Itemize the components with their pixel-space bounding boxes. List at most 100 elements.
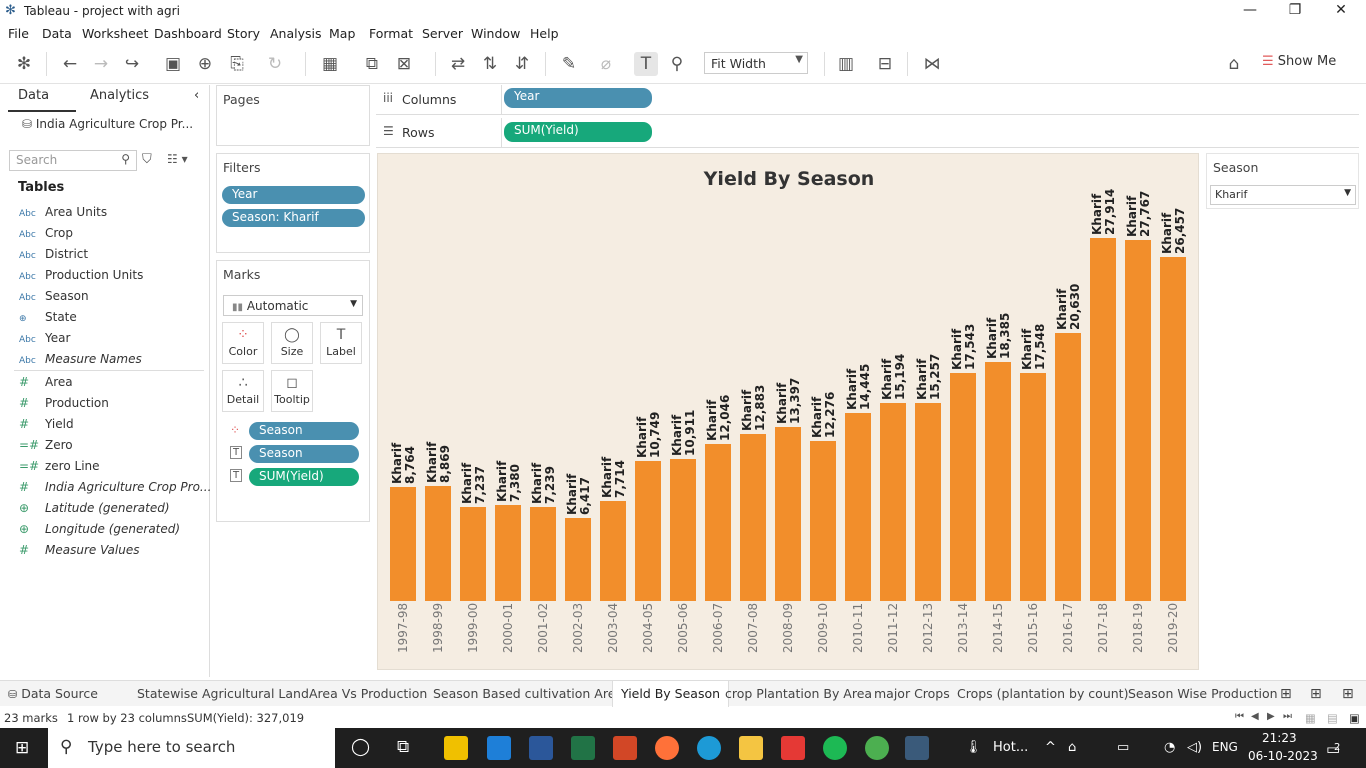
- field-area-units[interactable]: Abc Area Units: [19, 205, 108, 219]
- marks-pill-season-color[interactable]: Season: [249, 422, 359, 440]
- fit-dropdown[interactable]: Fit Width ▼: [704, 52, 808, 74]
- field-year[interactable]: Abc Year: [19, 331, 71, 345]
- season-filter-dropdown[interactable]: Kharif ▼: [1210, 185, 1356, 205]
- show-me-button[interactable]: ☰ Show Me: [1262, 54, 1337, 69]
- battery-icon[interactable]: ▭: [1117, 740, 1130, 755]
- tab-area-vs-production[interactable]: Area Vs Production: [309, 686, 428, 701]
- tab-crop-plantation-by-area[interactable]: crop Plantation By Area: [725, 686, 873, 701]
- field-district[interactable]: Abc District: [19, 247, 89, 261]
- replay-icon[interactable]: ↪: [124, 54, 140, 74]
- bar-2018-19[interactable]: [1125, 240, 1151, 601]
- bar-2004-05[interactable]: [635, 461, 661, 601]
- sign-icon[interactable]: ⌂: [1228, 54, 1240, 74]
- field-state[interactable]: ⊕ State: [19, 310, 77, 324]
- marks-pill-sum-yield[interactable]: SUM(Yield): [249, 468, 359, 486]
- tab-statewise-agricultural-land[interactable]: Statewise Agricultural Land: [137, 686, 309, 701]
- bar-2008-09[interactable]: [775, 426, 801, 601]
- share-icon[interactable]: ⋈: [923, 54, 941, 74]
- tab-season-wise-production[interactable]: Season Wise Production: [1128, 686, 1278, 701]
- tray-chevron-icon[interactable]: ^: [1045, 740, 1056, 755]
- bar-2007-08[interactable]: [740, 433, 766, 601]
- tableau-home-icon[interactable]: ✻: [16, 54, 32, 74]
- pin-icon[interactable]: ⚲: [670, 54, 684, 74]
- bar-1998-99[interactable]: [425, 485, 451, 601]
- marks-pill-season-label[interactable]: Season: [249, 445, 359, 463]
- tab-crops-plantation-by-count[interactable]: Crops (plantation by count): [957, 686, 1129, 701]
- menu-analysis[interactable]: Analysis: [270, 26, 322, 41]
- field-crop[interactable]: Abc Crop: [19, 226, 74, 240]
- tray-apps-icon[interactable]: ⌂: [1068, 740, 1077, 755]
- filter-pill-season[interactable]: Season: Kharif: [222, 209, 365, 227]
- undo-icon[interactable]: ←: [62, 54, 78, 74]
- volume-icon[interactable]: ◁): [1187, 740, 1203, 755]
- filter-pill-year[interactable]: Year: [222, 186, 365, 204]
- sort-descending-icon[interactable]: ⇵: [514, 54, 530, 74]
- menu-file[interactable]: File: [8, 26, 29, 41]
- tab-analytics[interactable]: Analytics: [90, 88, 150, 103]
- bar-2002-03[interactable]: [565, 517, 591, 601]
- menu-window[interactable]: Window: [471, 26, 521, 41]
- clear-sheet-icon[interactable]: ⊠: [396, 54, 412, 74]
- tab-data[interactable]: Data: [18, 88, 50, 103]
- menu-data[interactable]: Data: [42, 26, 72, 41]
- field-measure-values[interactable]: # Measure Values: [19, 543, 140, 557]
- new-story-icon[interactable]: ⊞: [1342, 686, 1354, 702]
- chrome-icon[interactable]: [865, 736, 889, 760]
- rows-pill-sum-yield[interactable]: SUM(Yield): [504, 122, 652, 142]
- close-icon[interactable]: ✕: [1335, 2, 1347, 18]
- datasource-item[interactable]: ⛁ India Agriculture Crop Pr...: [22, 117, 193, 131]
- columns-shelf[interactable]: iii Columns: [376, 85, 1359, 115]
- last-sheet-icon[interactable]: ⏭: [1283, 711, 1292, 722]
- pause-updates-icon[interactable]: ⎘: [230, 54, 244, 74]
- tab-season-based-cultivation-area[interactable]: Season Based cultivation Area: [433, 686, 624, 701]
- edge-icon[interactable]: [697, 736, 721, 760]
- excel-icon[interactable]: [571, 736, 595, 760]
- new-datasource-icon[interactable]: ⊕: [197, 54, 213, 74]
- menu-worksheet[interactable]: Worksheet: [82, 26, 149, 41]
- app-icon[interactable]: [781, 736, 805, 760]
- bar-2011-12[interactable]: [880, 403, 906, 601]
- bar-1999-00[interactable]: [460, 506, 486, 601]
- columns-pill-year[interactable]: Year: [504, 88, 652, 108]
- field-season[interactable]: Abc Season: [19, 289, 89, 303]
- wifi-icon[interactable]: ◔: [1164, 740, 1176, 755]
- restore-icon[interactable]: ❐: [1288, 2, 1302, 18]
- tab-data-source[interactable]: ⛁ Data Source: [8, 686, 98, 701]
- field-area[interactable]: # Area: [19, 375, 73, 389]
- field-latitude[interactable]: ⊕ Latitude (generated): [19, 501, 170, 515]
- duplicate-icon[interactable]: ⧉: [365, 54, 379, 74]
- menu-dashboard[interactable]: Dashboard: [154, 26, 222, 41]
- field-record-count[interactable]: # India Agriculture Crop Pro...: [19, 480, 212, 494]
- prev-sheet-icon[interactable]: ◀: [1251, 711, 1259, 722]
- pages-card[interactable]: [216, 85, 370, 146]
- detail-button[interactable]: ∴ Detail: [222, 370, 264, 412]
- group-icon[interactable]: ⌀: [600, 54, 612, 74]
- field-zero-line[interactable]: =# zero Line: [19, 459, 100, 473]
- filmstrip-view-icon[interactable]: ▤: [1327, 711, 1338, 725]
- menu-server[interactable]: Server: [422, 26, 463, 41]
- field-yield[interactable]: # Yield: [19, 417, 74, 431]
- color-button[interactable]: ⁘ Color: [222, 322, 264, 364]
- rows-shelf[interactable]: ☰ Rows: [376, 118, 1359, 148]
- store-icon[interactable]: [444, 736, 468, 760]
- bar-2001-02[interactable]: [530, 506, 556, 601]
- grid-view-icon[interactable]: ▦: [1305, 711, 1316, 725]
- presentation-icon[interactable]: ⊟: [877, 54, 893, 74]
- field-production-units[interactable]: Abc Production Units: [19, 268, 144, 282]
- new-worksheet-icon[interactable]: ▦: [321, 54, 339, 74]
- language-indicator[interactable]: ENG: [1212, 740, 1238, 754]
- new-dashboard-icon[interactable]: ⊞: [1310, 686, 1322, 702]
- tableau-taskbar-icon[interactable]: [905, 736, 929, 760]
- minimize-icon[interactable]: —: [1243, 2, 1257, 18]
- show-cards-icon[interactable]: ▥: [837, 54, 855, 74]
- bar-2000-01[interactable]: [495, 505, 521, 601]
- first-sheet-icon[interactable]: ⏮: [1235, 711, 1244, 722]
- cortana-icon[interactable]: ◯: [351, 737, 371, 757]
- tooltip-button[interactable]: ◻ Tooltip: [271, 370, 313, 412]
- spotify-icon[interactable]: [823, 736, 847, 760]
- menu-format[interactable]: Format: [369, 26, 414, 41]
- bar-2014-15[interactable]: [985, 361, 1011, 601]
- weather-text[interactable]: Hot...: [993, 740, 1029, 755]
- tabs-view-icon[interactable]: ▣: [1349, 711, 1360, 725]
- bar-2005-06[interactable]: [670, 459, 696, 601]
